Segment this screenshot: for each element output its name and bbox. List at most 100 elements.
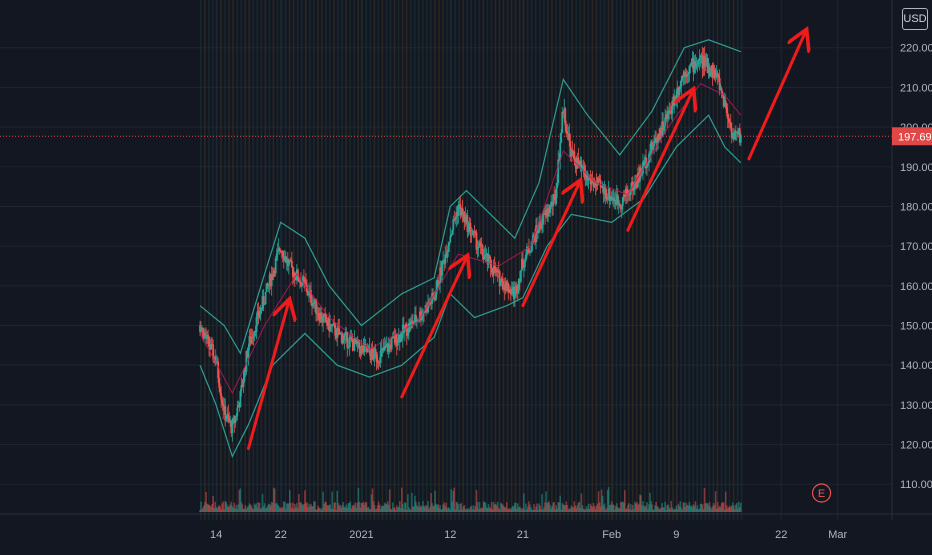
session-stripe <box>680 0 682 520</box>
volume-bar <box>578 501 581 512</box>
volume-bar <box>584 509 587 512</box>
volume-bar <box>579 508 582 512</box>
volume-bar <box>362 501 365 512</box>
candle-body <box>470 234 473 236</box>
volume-bar <box>219 506 221 512</box>
volume-bar <box>664 501 666 512</box>
session-stripe <box>607 0 610 520</box>
candle-body <box>474 232 477 234</box>
volume-bar <box>215 506 217 512</box>
candle-body <box>647 162 649 166</box>
candle-body <box>688 66 691 74</box>
candle-body <box>725 107 728 114</box>
session-stripe <box>664 0 666 520</box>
volume-bar <box>289 490 291 512</box>
session-stripe <box>401 0 404 520</box>
volume-bar <box>351 505 354 512</box>
trend-arrow <box>747 32 806 161</box>
volume-bar <box>509 509 512 512</box>
candle-body <box>705 58 708 62</box>
candle-body <box>442 260 445 262</box>
candle-body <box>229 420 232 422</box>
currency-label[interactable]: USD <box>902 8 928 30</box>
volume-bar <box>593 506 596 512</box>
session-stripe <box>292 0 295 520</box>
price-axis[interactable]: 110.00 120.00 130.00 140.00 150.00 160.00 170.… <box>891 0 932 520</box>
volume-bar <box>424 506 426 512</box>
volume-bar <box>660 507 662 512</box>
volume-bar <box>699 503 702 512</box>
candle-body <box>416 319 418 323</box>
candle-body <box>620 205 623 209</box>
session-stripe <box>571 0 573 520</box>
volume-bar <box>295 507 297 512</box>
candle-body <box>317 312 319 315</box>
candle-body <box>560 132 563 143</box>
candle-body <box>435 290 438 300</box>
volume-bar <box>726 508 729 512</box>
candle-body <box>258 314 261 318</box>
candle-body <box>649 153 651 155</box>
candle-body <box>351 338 354 343</box>
volume-bar <box>467 508 470 512</box>
session-stripe <box>430 0 432 520</box>
volume-bar <box>614 506 617 512</box>
volume-bar <box>307 507 309 512</box>
candle-body <box>437 279 440 287</box>
session-stripe <box>462 0 464 520</box>
volume-bar <box>589 503 592 512</box>
earnings-marker-group: E <box>811 483 832 503</box>
volume-bar <box>493 504 496 512</box>
candle-body <box>400 333 403 339</box>
candle-body <box>593 186 596 188</box>
volume-bar <box>585 506 588 512</box>
time-axis[interactable]: 14 22 2021 12 21 Feb 9 22 Mar <box>0 513 932 541</box>
volume-bar <box>243 508 246 512</box>
candle-body <box>393 337 396 344</box>
volume-bar <box>233 502 236 512</box>
volume-bar <box>267 503 270 512</box>
volume-bar <box>669 509 672 512</box>
session-stripe <box>474 0 477 520</box>
candle-body <box>322 315 325 323</box>
volume-bar <box>364 501 367 512</box>
volume-bar <box>653 509 655 512</box>
volume-bar <box>211 503 213 512</box>
volume-bar <box>512 505 514 512</box>
candle-body <box>382 347 385 351</box>
volume-bar <box>624 490 626 512</box>
volume-bar <box>305 503 307 512</box>
candle-body <box>387 344 390 352</box>
volume-bar <box>672 509 675 512</box>
candle-body <box>226 414 229 420</box>
candle-body <box>714 73 717 78</box>
candle-body <box>307 292 309 296</box>
volume-bar <box>217 507 219 512</box>
candle-body <box>453 219 456 221</box>
candle-body <box>580 160 583 169</box>
session-stripe <box>264 0 267 520</box>
candle-body <box>662 121 665 131</box>
session-stripe <box>563 0 565 520</box>
volume-bar <box>485 507 488 512</box>
session-stripe <box>547 0 549 520</box>
trend-arrow <box>626 91 693 232</box>
volume-bar <box>488 507 491 512</box>
volume-bar <box>272 487 275 512</box>
volume-bar <box>308 503 310 512</box>
volume-bar <box>637 504 639 512</box>
volume-bar <box>700 503 703 512</box>
volume-bar <box>569 509 572 512</box>
volume-bar <box>227 506 230 512</box>
volume-bar <box>222 501 225 512</box>
volume-bar <box>431 503 433 512</box>
candle-body <box>693 61 696 73</box>
candle-body <box>368 347 371 353</box>
candle-body <box>602 184 605 195</box>
candle-body <box>462 212 465 216</box>
candle-body <box>622 194 625 198</box>
volume-bar <box>656 506 658 512</box>
candle-body <box>313 302 315 304</box>
